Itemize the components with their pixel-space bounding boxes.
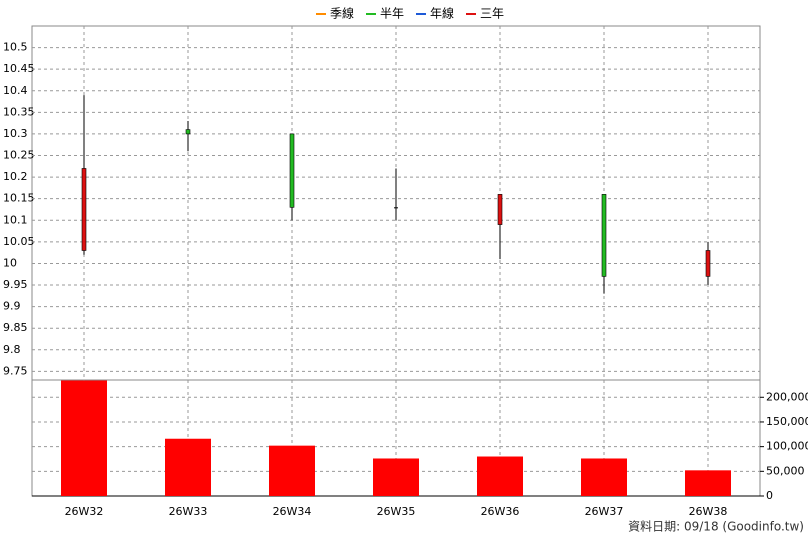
legend-label: 半年 [380,7,404,21]
candle-body [497,194,503,225]
volume-bar [477,456,523,496]
volume-bar [61,380,107,496]
legend-label: 三年 [480,7,504,21]
y2-tick-label: 200,000 [766,390,808,403]
volume-bar [685,470,731,496]
x-tick-label: 26W32 [65,505,104,518]
x-tick-label: 26W33 [169,505,208,518]
y-tick-label: 9.9 [3,300,21,313]
legend-label: 季線 [330,6,354,21]
x-tick-label: 26W36 [481,505,520,518]
y-tick-label: 9.85 [3,321,28,334]
volume-bar [373,458,419,496]
y-tick-label: 9.75 [3,364,28,377]
y2-tick-label: 0 [766,489,773,502]
x-tick-label: 26W34 [273,505,312,518]
y-tick-label: 10.15 [3,192,35,205]
y-tick-label: 10 [3,256,17,269]
source-note: 資料日期: 09/18 (Goodinfo.tw) [628,520,804,534]
y-tick-label: 10.25 [3,149,35,162]
y-tick-label: 9.8 [3,343,21,356]
legend-label: 年線 [430,6,454,21]
volume-bar [581,458,627,496]
volume-bar [165,438,211,496]
y-tick-label: 10.45 [3,62,35,75]
y-tick-label: 10.35 [3,105,35,118]
y2-tick-label: 100,000 [766,440,808,453]
y-tick-label: 10.2 [3,170,28,183]
candle-body [705,250,711,277]
y-tick-label: 10.4 [3,84,28,97]
y-tick-label: 10.05 [3,235,35,248]
candle-body [289,133,295,208]
y-tick-label: 10.3 [3,127,28,140]
x-tick-label: 26W35 [377,505,416,518]
candle-body [601,194,607,277]
candle-body [185,129,191,135]
volume-bar [269,445,315,496]
x-tick-label: 26W37 [585,505,624,518]
candle-body [81,168,87,251]
y-tick-label: 10.5 [3,41,28,54]
x-tick-label: 26W38 [689,505,728,518]
candle-body [394,207,398,209]
y2-tick-label: 150,000 [766,415,808,428]
y2-tick-label: 50,000 [766,464,805,477]
y-tick-label: 9.95 [3,278,28,291]
y-tick-label: 10.1 [3,213,28,226]
